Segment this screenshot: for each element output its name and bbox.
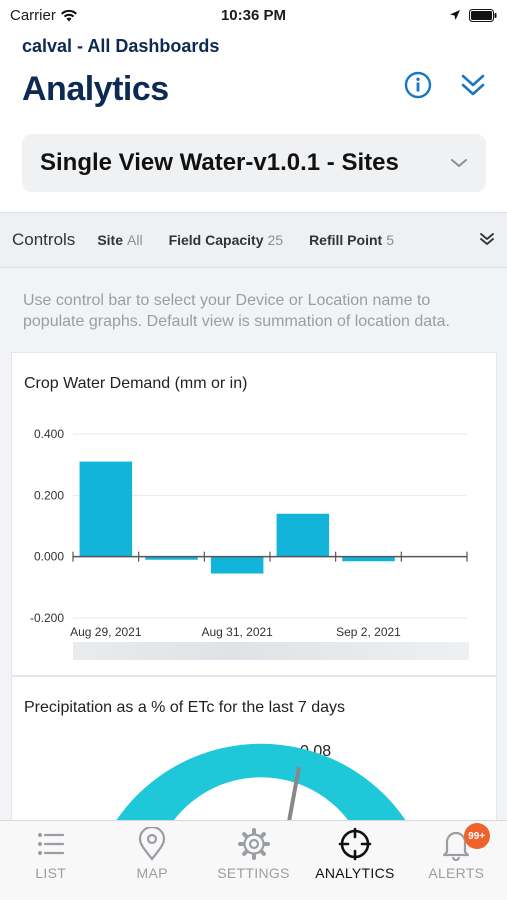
double-chevron-down-icon (461, 74, 485, 96)
location-arrow-icon (450, 10, 460, 20)
collapse-header-button[interactable] (458, 70, 488, 100)
tab-label: SETTINGS (217, 865, 290, 881)
x-tick-label: Sep 2, 2021 (336, 625, 401, 639)
double-chevron-down-icon (480, 232, 494, 245)
bar (145, 556, 198, 560)
status-bar: Carrier 10:36 PM (0, 0, 507, 30)
status-right (449, 8, 497, 22)
precipitation-gauge (113, 743, 409, 825)
y-tick-label: 0.400 (34, 427, 64, 441)
crop-water-demand-chart[interactable]: 0.400 0.200 0.000 -0.200 Aug 29, 2021 Aug 31,… (12, 417, 498, 639)
map-pin-icon (139, 827, 166, 861)
tab-label: ALERTS (428, 865, 485, 881)
control-key: Site (97, 232, 123, 248)
dashboard-select-value: Single View Water-v1.0.1 - Sites (40, 149, 399, 176)
hint-text: Use control bar to select your Device or… (23, 292, 450, 330)
dashboard-select[interactable]: Single View Water-v1.0.1 - Sites (22, 134, 486, 192)
crosshair-icon (338, 827, 372, 861)
list-icon (37, 833, 64, 855)
crop-water-demand-card: Crop Water Demand (mm or in) 0.400 0.200 0… (11, 352, 497, 676)
expand-controls-button[interactable] (479, 231, 495, 250)
carrier-group: Carrier (10, 7, 78, 24)
tab-map[interactable]: MAP (101, 821, 202, 900)
control-key: Refill Point (309, 232, 383, 248)
precipitation-card: Precipitation as a % of ETc for the last… (11, 676, 497, 826)
tab-settings[interactable]: SETTINGS (203, 821, 304, 900)
bell-icon (443, 831, 470, 861)
breadcrumb[interactable]: calval - All Dashboards (22, 36, 220, 56)
tab-bar: LIST MAP SETTINGS ANALY (0, 820, 507, 900)
tab-analytics[interactable]: ANALYTICS (304, 821, 405, 900)
tab-label: LIST (35, 865, 67, 881)
card-title: Crop Water Demand (mm or in) (24, 375, 248, 392)
page-title: Analytics (22, 70, 169, 108)
control-field-capacity[interactable]: Field Capacity 25 (169, 232, 284, 248)
tab-label: ANALYTICS (315, 865, 395, 881)
control-value: 5 (386, 232, 394, 248)
bar (342, 556, 395, 562)
chart-scrollbar[interactable] (73, 642, 469, 660)
gear-icon (237, 828, 270, 860)
gauge-arc (113, 743, 409, 825)
wifi-icon (60, 9, 77, 21)
control-value: All (127, 232, 143, 248)
y-tick-label: 0.000 (34, 550, 64, 564)
bar (276, 513, 330, 557)
bar (79, 461, 133, 557)
control-key: Field Capacity (168, 232, 264, 248)
x-tick-label: Aug 31, 2021 (201, 625, 273, 639)
controls-label: Controls (12, 230, 76, 249)
y-tick-label: -0.200 (30, 611, 64, 625)
alerts-badge: 99+ (463, 823, 490, 849)
x-tick-label: Aug 29, 2021 (70, 625, 142, 639)
y-tick-label: 0.200 (34, 488, 64, 502)
info-button[interactable] (403, 70, 433, 100)
tab-label: MAP (136, 865, 168, 881)
info-icon (404, 71, 432, 99)
control-value: 25 (267, 232, 284, 248)
battery-icon (469, 8, 497, 22)
tab-alerts[interactable]: 99+ ALERTS (406, 821, 507, 900)
chevron-down-icon (451, 159, 467, 167)
carrier-label: Carrier (10, 6, 56, 24)
tab-list[interactable]: LIST (0, 821, 101, 900)
control-refill-point[interactable]: Refill Point 5 (309, 232, 394, 248)
card-title: Precipitation as a % of ETc for the last… (24, 699, 346, 716)
gauge-needle (286, 766, 301, 825)
control-site[interactable]: Site All (97, 232, 142, 248)
bar (210, 556, 264, 574)
controls-bar: Controls Site All Field Capacity 25 Refill… (0, 212, 507, 268)
